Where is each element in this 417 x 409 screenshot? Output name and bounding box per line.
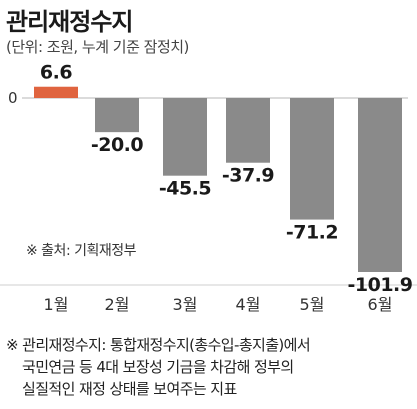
value-label-2: -20.0 xyxy=(91,134,144,156)
value-label-6: -101.9 xyxy=(348,274,413,296)
chart-subtitle: (단위: 조원, 누계 기준 잠정치) xyxy=(6,38,189,56)
category-label-4: 4월 xyxy=(236,295,261,314)
category-label-3: 3월 xyxy=(173,295,198,314)
footnote-line-2: 국민연금 등 4대 보장성 기금을 차감해 정부의 xyxy=(22,358,294,376)
category-label-2: 2월 xyxy=(105,295,130,314)
footnote-line-3: 실질적인 재정 상태를 보여주는 지표 xyxy=(22,380,237,398)
value-label-1: 6.6 xyxy=(40,62,72,84)
value-label-3: -45.5 xyxy=(159,178,211,200)
category-label-5: 5월 xyxy=(300,295,325,314)
source-note: ※ 출처: 기획재정부 xyxy=(26,243,137,259)
bar-3 xyxy=(163,98,207,176)
chart-title: 관리재정수지 xyxy=(6,8,133,36)
bars-group: 6.6 1월 -20.0 2월 -45.5 3월 -37.9 4월 -71.2 5월 -101.96… xyxy=(34,62,413,314)
value-label-4: -37.9 xyxy=(222,165,274,187)
footnote: ※ 관리재정수지: 통합재정수지(총수입-총지출)에서 국민연금 등 4대 보장… xyxy=(6,334,412,400)
bar-5 xyxy=(290,98,334,220)
bar-chart: 0 6.6 1월 -20.0 2월 -45.5 3월 -37.9 4월 -71.2 5월 -101.… xyxy=(0,62,417,314)
category-label-6: 6월 xyxy=(368,295,393,314)
zero-label: 0 xyxy=(8,89,18,107)
category-label-1: 1월 xyxy=(44,295,69,314)
footnote-line-1: ※ 관리재정수지: 통합재정수지(총수입-총지출)에서 xyxy=(6,336,311,354)
bar-4 xyxy=(226,98,270,163)
bar-1 xyxy=(34,86,78,98)
value-label-5: -71.2 xyxy=(286,222,338,244)
bar-2 xyxy=(95,98,139,133)
bar-6 xyxy=(358,98,402,272)
